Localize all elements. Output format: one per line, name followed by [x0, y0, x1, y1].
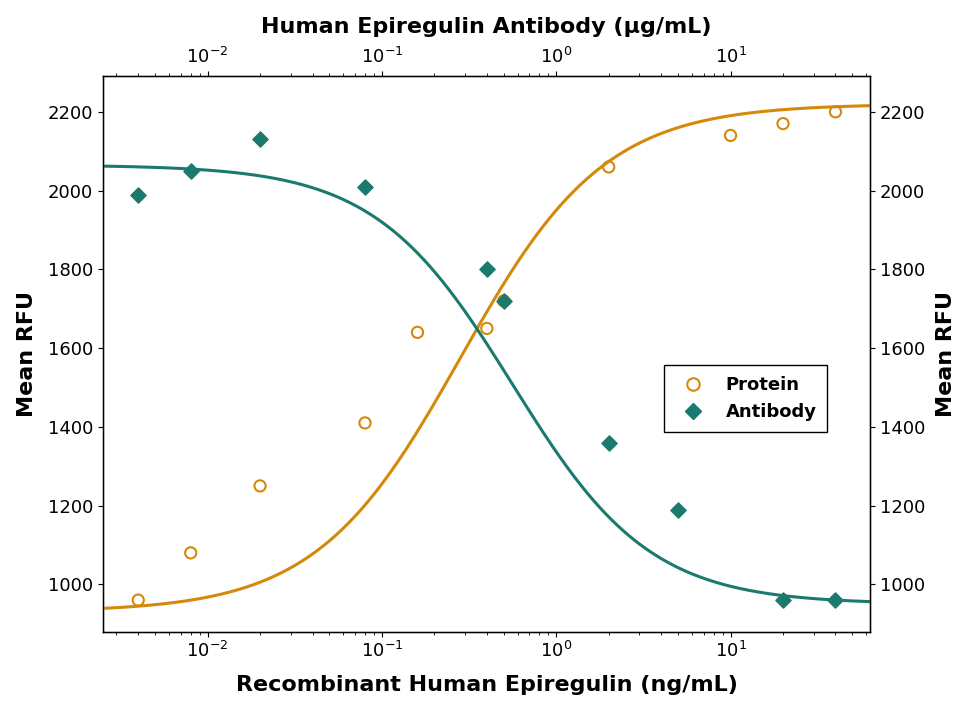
Point — [828, 595, 844, 606]
Point — [357, 417, 373, 429]
Point — [130, 189, 146, 200]
Point — [601, 161, 617, 172]
Point — [479, 263, 494, 275]
Point — [496, 295, 512, 307]
Point — [252, 134, 268, 145]
Point — [670, 504, 686, 515]
Y-axis label: Mean RFU: Mean RFU — [17, 291, 37, 417]
Point — [775, 595, 791, 606]
Point — [775, 118, 791, 130]
Point — [479, 323, 494, 334]
Point — [130, 595, 146, 606]
X-axis label: Human Epiregulin Antibody (μg/mL): Human Epiregulin Antibody (μg/mL) — [261, 16, 712, 36]
Point — [183, 547, 198, 558]
Point — [496, 295, 512, 307]
Legend: Protein, Antibody: Protein, Antibody — [665, 365, 827, 431]
Point — [183, 165, 198, 177]
Y-axis label: Mean RFU: Mean RFU — [936, 291, 956, 417]
Point — [723, 130, 739, 141]
Point — [601, 437, 617, 449]
Point — [357, 181, 373, 192]
Point — [252, 480, 268, 491]
X-axis label: Recombinant Human Epiregulin (ng/mL): Recombinant Human Epiregulin (ng/mL) — [235, 676, 738, 696]
Point — [410, 327, 425, 338]
Point — [828, 106, 844, 117]
